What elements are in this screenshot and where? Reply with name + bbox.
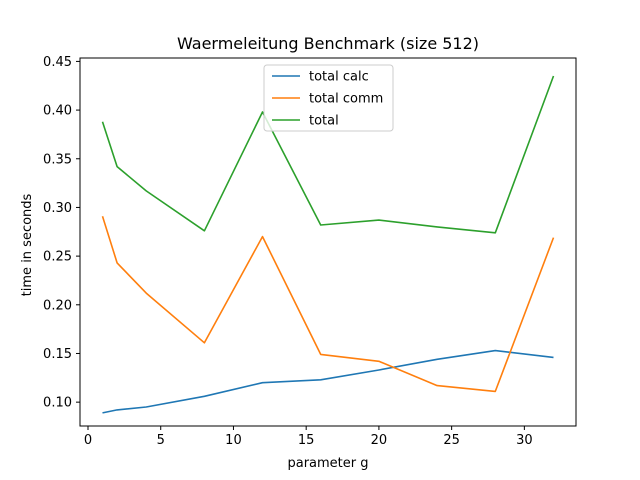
- series-line-total-calc: [102, 349, 554, 414]
- x-axis: 0 5 10 15 20 25 30: [84, 426, 533, 448]
- series-line-total-comm: [101, 215, 555, 393]
- x-tick-label: 15: [298, 433, 315, 448]
- x-axis-label: parameter g: [287, 456, 368, 471]
- x-tick-label: 0: [84, 433, 92, 448]
- chart-title: Waermeleitung Benchmark (size 512): [177, 34, 479, 53]
- y-tick-label: 0.25: [43, 250, 72, 265]
- plot-frame: [79, 57, 577, 427]
- legend-label-total-comm: total comm: [309, 92, 383, 107]
- legend-label-total: total: [309, 114, 339, 129]
- legend: total calc total comm total: [263, 64, 394, 132]
- y-tick-label: 0.10: [43, 396, 72, 411]
- series-lines: [101, 75, 555, 414]
- y-tick-label: 0.30: [43, 201, 72, 216]
- x-tick-label: 10: [225, 433, 242, 448]
- legend-label-total-calc: total calc: [309, 70, 369, 85]
- x-tick-label: 25: [443, 433, 460, 448]
- x-tick-label: 30: [516, 433, 533, 448]
- y-tick-label: 0.45: [43, 55, 72, 70]
- y-tick-label: 0.20: [43, 298, 72, 313]
- y-tick-label: 0.40: [43, 104, 72, 119]
- legend-box: [263, 64, 394, 132]
- y-axis-label: time in seconds: [20, 193, 35, 296]
- y-tick-label: 0.15: [43, 347, 72, 362]
- series-line-total: [101, 75, 555, 234]
- y-axis: 0.10 0.15 0.20 0.25 0.30 0.35 0.40 0.45: [43, 55, 80, 411]
- x-tick-label: 20: [371, 433, 388, 448]
- x-tick-label: 5: [157, 433, 165, 448]
- y-tick-label: 0.35: [43, 152, 72, 167]
